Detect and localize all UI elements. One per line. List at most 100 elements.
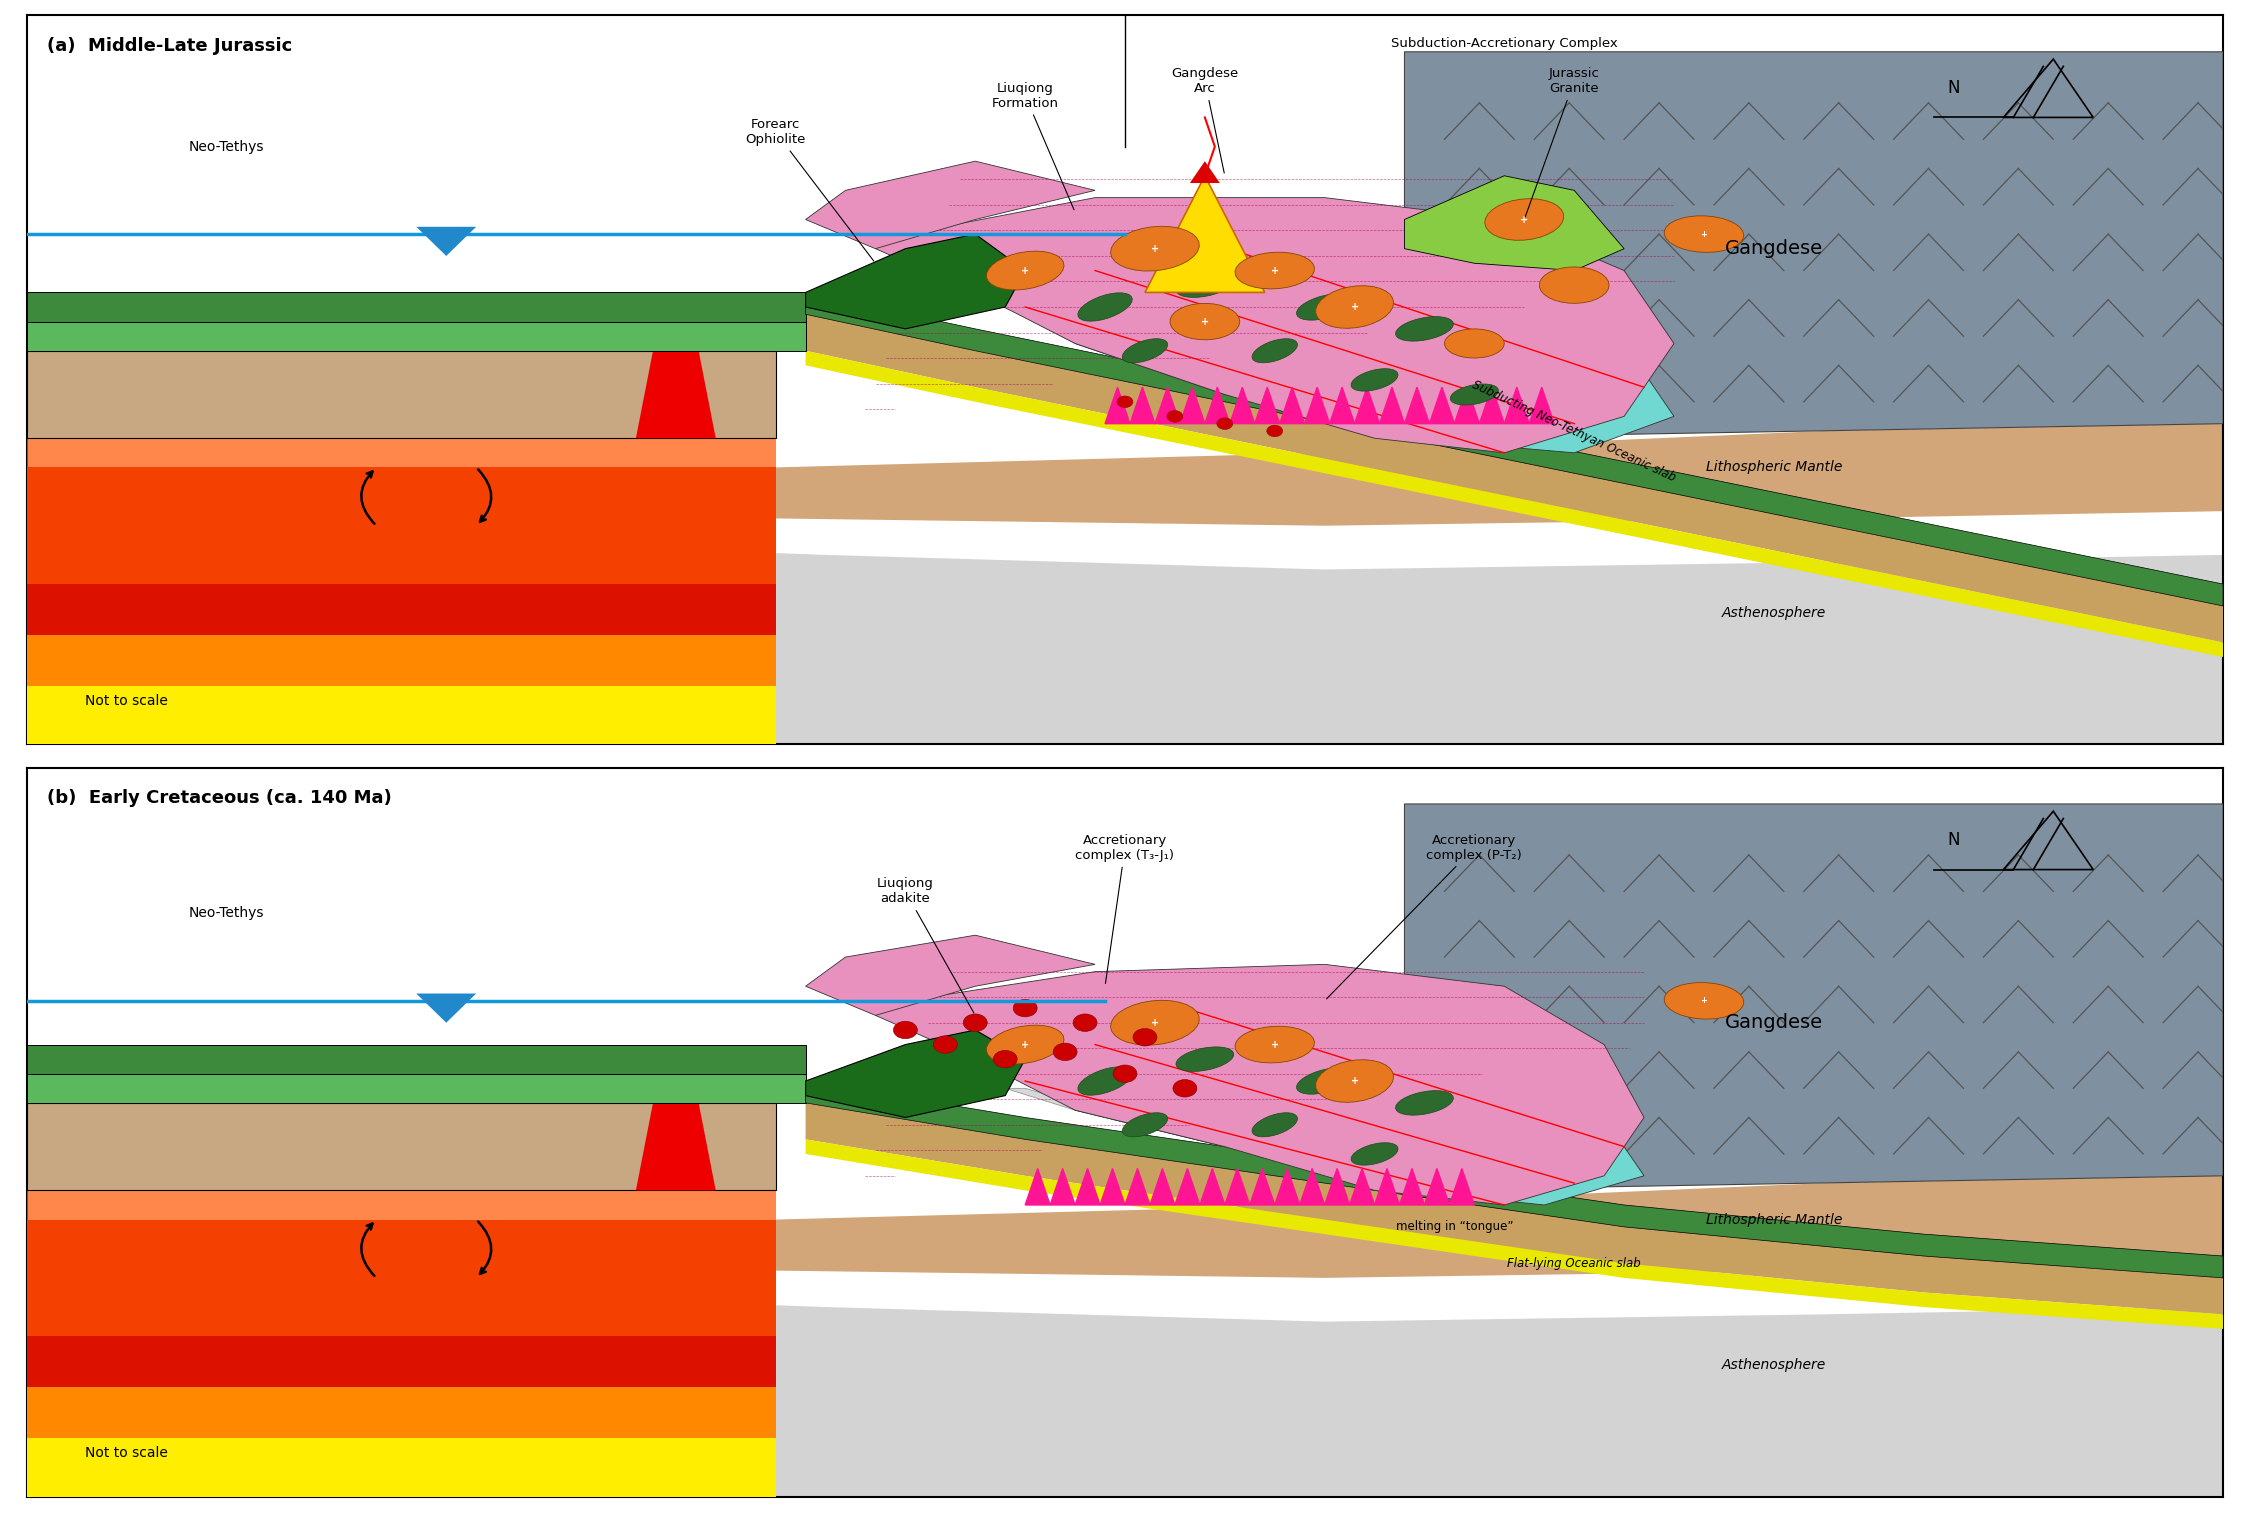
Polygon shape	[1125, 1168, 1150, 1205]
Polygon shape	[27, 525, 776, 744]
Polygon shape	[27, 1074, 805, 1102]
Polygon shape	[27, 424, 776, 583]
Polygon shape	[1665, 982, 1744, 1019]
Polygon shape	[1276, 1168, 1300, 1205]
Polygon shape	[776, 424, 2223, 525]
Polygon shape	[806, 1139, 2223, 1329]
Polygon shape	[1179, 387, 1204, 424]
Circle shape	[1116, 396, 1134, 408]
Polygon shape	[1354, 387, 1379, 424]
Polygon shape	[1424, 1168, 1449, 1205]
Text: Gangdese: Gangdese	[1726, 1013, 1822, 1032]
Circle shape	[1114, 1065, 1136, 1082]
Text: N: N	[1946, 832, 1960, 849]
Polygon shape	[1316, 286, 1393, 328]
Text: N: N	[1946, 80, 1960, 97]
Text: Asthenosphere: Asthenosphere	[1721, 606, 1827, 620]
Polygon shape	[416, 993, 477, 1022]
Text: Subduction-Accretionary Complex: Subduction-Accretionary Complex	[1390, 37, 1618, 51]
Text: Gangdese
Arc: Gangdese Arc	[1172, 68, 1238, 173]
Polygon shape	[1076, 1168, 1100, 1205]
Polygon shape	[1352, 368, 1397, 391]
Polygon shape	[1231, 387, 1256, 424]
Polygon shape	[1190, 161, 1220, 183]
Text: +: +	[1271, 266, 1278, 276]
Text: Accretionary
complex (T₃-J₁): Accretionary complex (T₃-J₁)	[1076, 834, 1174, 984]
Circle shape	[1053, 1044, 1078, 1061]
Circle shape	[1073, 1015, 1098, 1032]
Text: Neo-Tethys: Neo-Tethys	[189, 906, 266, 921]
Polygon shape	[1305, 387, 1330, 424]
Text: Forearc
Ophiolite: Forearc Ophiolite	[745, 118, 873, 261]
Polygon shape	[1539, 267, 1609, 304]
Polygon shape	[1235, 1027, 1314, 1062]
Polygon shape	[1379, 387, 1404, 424]
Polygon shape	[27, 1277, 776, 1497]
Polygon shape	[1530, 387, 1555, 424]
Polygon shape	[1316, 1059, 1393, 1102]
Polygon shape	[806, 935, 1096, 1016]
Polygon shape	[1154, 387, 1179, 424]
Polygon shape	[27, 1044, 805, 1074]
Text: Liuqiong
adakite: Liuqiong adakite	[878, 878, 974, 1013]
Polygon shape	[986, 1025, 1064, 1064]
Polygon shape	[1429, 387, 1454, 424]
Circle shape	[1267, 425, 1282, 437]
Polygon shape	[1251, 339, 1298, 362]
Circle shape	[992, 1050, 1017, 1068]
Polygon shape	[1078, 293, 1132, 321]
Polygon shape	[1251, 1113, 1298, 1137]
Text: +: +	[1521, 215, 1528, 224]
Polygon shape	[1006, 307, 1404, 437]
Text: Lithospheric Mantle: Lithospheric Mantle	[1706, 1213, 1843, 1226]
Polygon shape	[1105, 387, 1130, 424]
Polygon shape	[806, 315, 2223, 642]
Polygon shape	[1249, 1168, 1276, 1205]
Polygon shape	[1224, 1168, 1249, 1205]
Text: +: +	[1701, 996, 1708, 1005]
Polygon shape	[637, 336, 716, 437]
Polygon shape	[1026, 292, 1674, 453]
Text: +: +	[1152, 1018, 1159, 1028]
Polygon shape	[1451, 384, 1498, 405]
Polygon shape	[806, 292, 2223, 606]
Polygon shape	[1478, 387, 1505, 424]
Polygon shape	[1404, 175, 1624, 270]
Circle shape	[1012, 999, 1037, 1016]
Polygon shape	[27, 350, 776, 437]
Circle shape	[1134, 1028, 1156, 1045]
Polygon shape	[1199, 1168, 1224, 1205]
Polygon shape	[1006, 1088, 1404, 1191]
Polygon shape	[776, 1176, 2223, 1277]
Polygon shape	[1330, 387, 1354, 424]
Text: (b)  Early Cretaceous (ca. 140 Ma): (b) Early Cretaceous (ca. 140 Ma)	[47, 789, 392, 807]
Polygon shape	[27, 467, 776, 635]
Polygon shape	[1145, 175, 1264, 292]
Polygon shape	[1026, 1168, 1051, 1205]
Circle shape	[934, 1036, 956, 1053]
Text: +: +	[1350, 302, 1359, 312]
Polygon shape	[806, 350, 2223, 657]
Polygon shape	[1130, 387, 1154, 424]
Polygon shape	[27, 1263, 776, 1438]
Circle shape	[1168, 410, 1184, 422]
Circle shape	[1217, 418, 1233, 430]
Polygon shape	[1325, 1168, 1350, 1205]
Polygon shape	[806, 1081, 2223, 1277]
Polygon shape	[1078, 1067, 1132, 1096]
Polygon shape	[1177, 1047, 1233, 1071]
Polygon shape	[27, 1219, 776, 1388]
Polygon shape	[1350, 1168, 1375, 1205]
Polygon shape	[1404, 804, 2223, 1191]
Polygon shape	[1051, 1168, 1076, 1205]
Polygon shape	[1123, 1113, 1168, 1137]
Polygon shape	[27, 292, 805, 321]
Polygon shape	[1375, 1168, 1400, 1205]
Text: Not to scale: Not to scale	[86, 694, 169, 708]
Text: Flat-lying Oceanic slab: Flat-lying Oceanic slab	[1508, 1257, 1640, 1269]
Polygon shape	[1296, 293, 1352, 321]
Polygon shape	[1404, 387, 1429, 424]
Polygon shape	[1256, 387, 1280, 424]
Text: +: +	[1350, 1076, 1359, 1087]
Polygon shape	[1112, 1001, 1199, 1045]
